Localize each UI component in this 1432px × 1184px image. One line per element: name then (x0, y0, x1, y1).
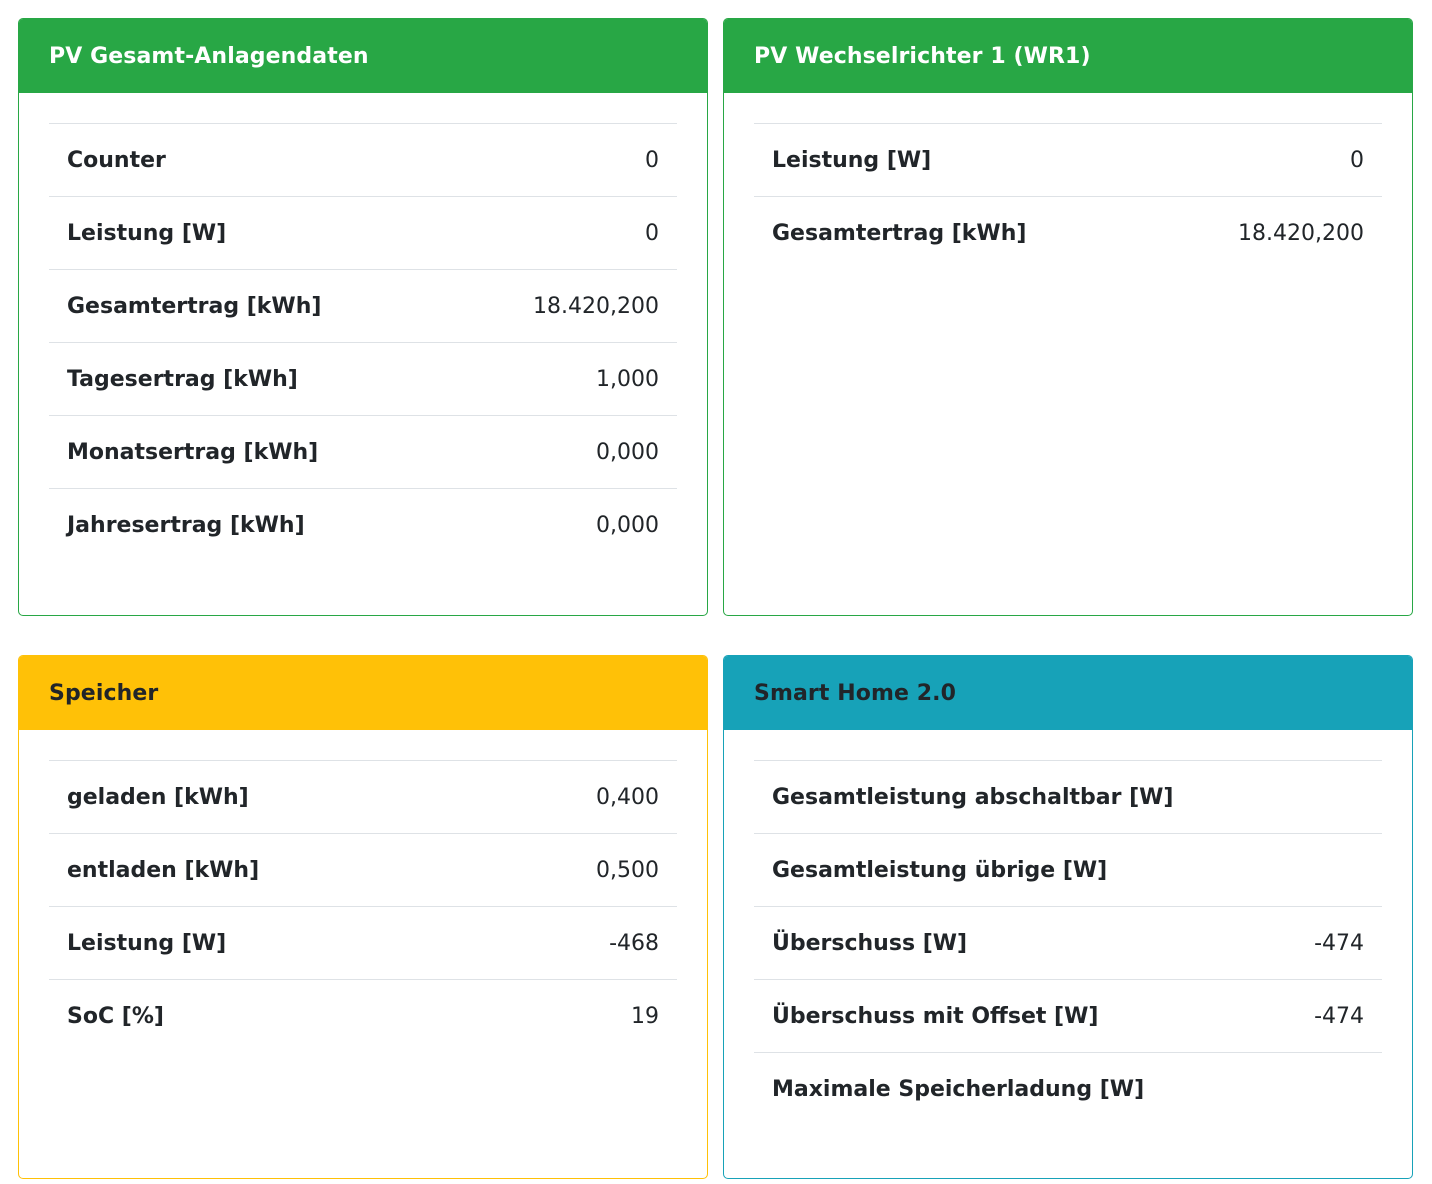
row-value-gesamtertrag: 18.420,200 (1157, 196, 1382, 269)
row-value-gesamtleistung-uebrige (1278, 833, 1382, 907)
row-value-ueberschuss-offset: -474 (1278, 979, 1382, 1053)
row-label-entladen: entladen [kWh] (49, 833, 487, 907)
smarthome-table: Gesamtleistung abschaltbar [W] Gesamtlei… (754, 760, 1382, 1125)
table-row: entladen [kWh] 0,500 (49, 833, 677, 907)
table-row: Maximale Speicherladung [W] (754, 1052, 1382, 1125)
smarthome-card-body: Gesamtleistung abschaltbar [W] Gesamtlei… (724, 730, 1412, 1125)
wr1-table: Leistung [W] 0 Gesamtertrag [kWh] 18.420… (754, 123, 1382, 269)
table-row: Gesamtleistung übrige [W] (754, 833, 1382, 907)
smarthome-card-title: Smart Home 2.0 (724, 656, 1412, 730)
row-value-entladen: 0,500 (486, 833, 677, 907)
storage-card: Speicher geladen [kWh] 0,400 entladen [k… (18, 655, 708, 1179)
row-value-jahresertrag: 0,000 (452, 488, 677, 561)
row-value-tagesertrag: 1,000 (452, 342, 677, 416)
pv-total-card: PV Gesamt-Anlagendaten Counter 0 Leistun… (18, 18, 708, 616)
table-row: geladen [kWh] 0,400 (49, 760, 677, 834)
pv-total-card-body: Counter 0 Leistung [W] 0 Gesamtertrag [k… (19, 93, 707, 561)
table-row: Überschuss [W] -474 (754, 906, 1382, 980)
row-value-leistung: 0 (452, 196, 677, 270)
row-label-monatsertrag: Monatsertrag [kWh] (49, 415, 453, 489)
row-value-gesamtleistung-abschaltbar (1278, 760, 1382, 834)
row-label-max-speicherladung: Maximale Speicherladung [W] (754, 1052, 1279, 1125)
row-value-leistung: -468 (486, 906, 677, 980)
table-row: Tagesertrag [kWh] 1,000 (49, 342, 677, 416)
row-value-soc: 19 (486, 979, 677, 1052)
row-label-leistung: Leistung [W] (754, 123, 1158, 197)
row-label-ueberschuss-offset: Überschuss mit Offset [W] (754, 979, 1279, 1053)
row-label-geladen: geladen [kWh] (49, 760, 487, 834)
row-label-gesamtleistung-uebrige: Gesamtleistung übrige [W] (754, 833, 1279, 907)
wr1-card-title: PV Wechselrichter 1 (WR1) (724, 19, 1412, 93)
table-row: Jahresertrag [kWh] 0,000 (49, 488, 677, 561)
row-label-ueberschuss: Überschuss [W] (754, 906, 1279, 980)
row-value-counter: 0 (452, 123, 677, 197)
row-label-leistung: Leistung [W] (49, 906, 487, 980)
row-label-soc: SoC [%] (49, 979, 487, 1052)
row-label-gesamtleistung-abschaltbar: Gesamtleistung abschaltbar [W] (754, 760, 1279, 834)
row-label-leistung: Leistung [W] (49, 196, 453, 270)
row-label-jahresertrag: Jahresertrag [kWh] (49, 488, 453, 561)
table-row: Gesamtertrag [kWh] 18.420,200 (754, 196, 1382, 269)
storage-table: geladen [kWh] 0,400 entladen [kWh] 0,500… (49, 760, 677, 1052)
table-row: Gesamtertrag [kWh] 18.420,200 (49, 269, 677, 343)
table-row: Gesamtleistung abschaltbar [W] (754, 760, 1382, 834)
row-label-gesamtertrag: Gesamtertrag [kWh] (49, 269, 453, 343)
table-row: Counter 0 (49, 123, 677, 197)
wr1-card: PV Wechselrichter 1 (WR1) Leistung [W] 0… (723, 18, 1413, 616)
table-row: Leistung [W] -468 (49, 906, 677, 980)
table-row: Leistung [W] 0 (49, 196, 677, 270)
table-row: SoC [%] 19 (49, 979, 677, 1052)
row-value-monatsertrag: 0,000 (452, 415, 677, 489)
row-value-gesamtertrag: 18.420,200 (452, 269, 677, 343)
row-value-leistung: 0 (1157, 123, 1382, 197)
row-label-gesamtertrag: Gesamtertrag [kWh] (754, 196, 1158, 269)
pv-total-card-title: PV Gesamt-Anlagendaten (19, 19, 707, 93)
smarthome-card: Smart Home 2.0 Gesamtleistung abschaltba… (723, 655, 1413, 1179)
storage-card-title: Speicher (19, 656, 707, 730)
table-row: Leistung [W] 0 (754, 123, 1382, 197)
storage-card-body: geladen [kWh] 0,400 entladen [kWh] 0,500… (19, 730, 707, 1052)
table-row: Überschuss mit Offset [W] -474 (754, 979, 1382, 1053)
pv-total-table: Counter 0 Leistung [W] 0 Gesamtertrag [k… (49, 123, 677, 561)
table-row: Monatsertrag [kWh] 0,000 (49, 415, 677, 489)
row-value-geladen: 0,400 (486, 760, 677, 834)
wr1-card-body: Leistung [W] 0 Gesamtertrag [kWh] 18.420… (724, 93, 1412, 269)
row-value-ueberschuss: -474 (1278, 906, 1382, 980)
row-label-tagesertrag: Tagesertrag [kWh] (49, 342, 453, 416)
row-value-max-speicherladung (1278, 1052, 1382, 1125)
row-label-counter: Counter (49, 123, 453, 197)
